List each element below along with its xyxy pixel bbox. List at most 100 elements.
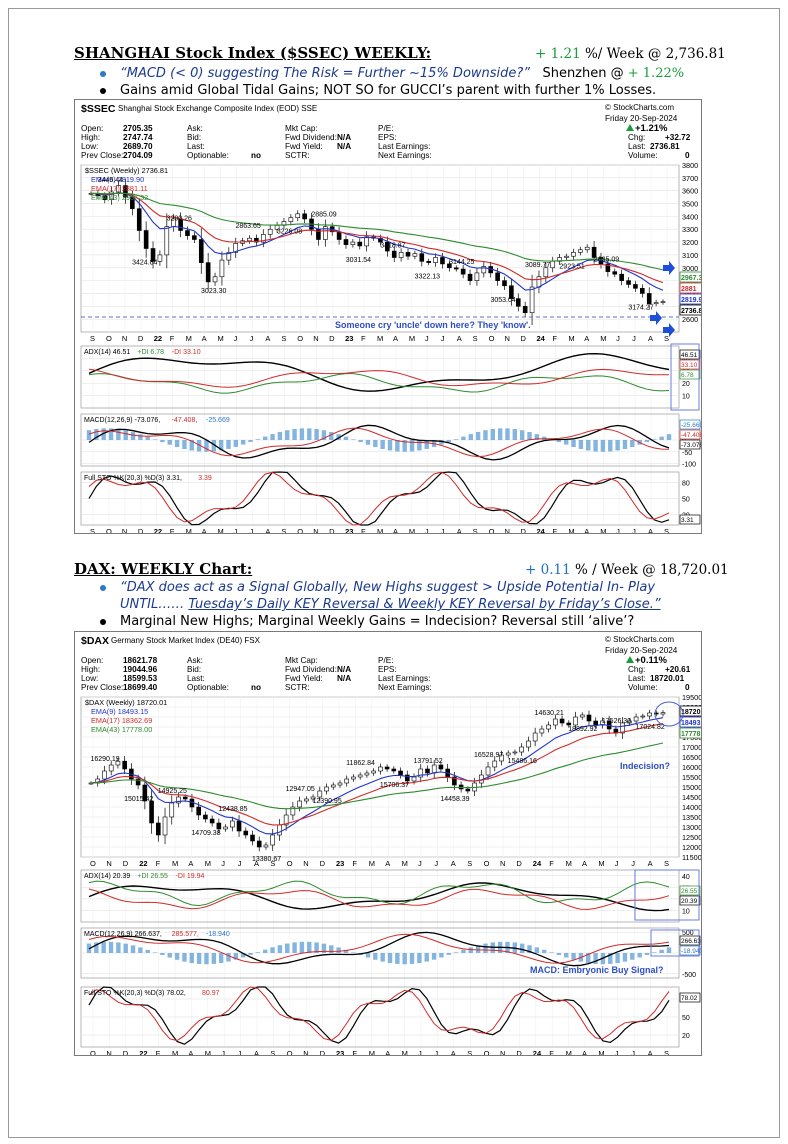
ema-17-line — [90, 192, 664, 284]
value-prev_close: 2704.09 — [123, 151, 153, 160]
label-fwd_yield: Fwd Yield: — [285, 674, 323, 683]
value-volume: 0 — [685, 151, 690, 160]
x-tick-label: N — [500, 1049, 505, 1055]
y-tick-label: 15000 — [682, 783, 701, 792]
candle-body — [385, 241, 390, 252]
label-sctr: SCTR: — [285, 151, 310, 160]
legend-ema17: EMA(17) 2881.11 — [91, 184, 148, 193]
macd-histogram-bar — [130, 945, 136, 953]
x-tick-label: 23 — [345, 527, 353, 533]
x-tick-label: J — [632, 334, 636, 343]
candle-body — [122, 760, 127, 770]
macd-histogram-bar — [666, 434, 672, 440]
label-bid: Bid: — [187, 133, 201, 142]
macd-histogram-bar — [167, 953, 172, 958]
macd-histogram-bar — [329, 945, 334, 953]
candle-body — [302, 213, 307, 220]
macd-histogram-bar — [218, 953, 224, 964]
x-tick-label: D — [329, 527, 335, 533]
label-next_earn: Next Earnings: — [378, 683, 432, 692]
candle-body — [591, 246, 597, 258]
y-tick-label: 3500 — [682, 200, 698, 209]
quote-change: +0.11% — [635, 655, 668, 666]
y-tick-label: 3800 — [682, 161, 698, 170]
x-tick-label: N — [505, 334, 510, 343]
x-tick-label: S — [664, 859, 669, 868]
x-tick-label: D — [516, 1049, 522, 1055]
candle-body — [135, 778, 141, 786]
x-tick-label: D — [521, 527, 527, 533]
candle-body — [495, 272, 500, 281]
x-tick-label: S — [473, 334, 478, 343]
x-tick-label: F — [156, 859, 161, 868]
peak-label: 3053.04 — [490, 297, 515, 304]
macd-histogram-bar — [395, 953, 400, 964]
legend-ema9: EMA(9) 2819.90 — [91, 175, 144, 184]
macd-histogram-bar — [94, 942, 99, 953]
value-low: 2689.70 — [123, 142, 153, 151]
macd-histogram-bar — [608, 440, 613, 452]
candle-body — [584, 246, 590, 251]
price-tag-label: 2819.90 — [681, 297, 701, 304]
y-tick-label: 14500 — [682, 793, 701, 802]
macd-histogram-bar — [314, 429, 319, 440]
peak-label: 12947.05 — [286, 786, 315, 793]
adx-panel — [80, 345, 680, 409]
annotation-indecision: Indecision? — [620, 761, 670, 771]
x-tick-label: J — [632, 527, 636, 533]
label-chg: Chg: — [628, 665, 645, 674]
candle-body — [192, 235, 197, 240]
price-tag-label: 17778.00 — [681, 731, 701, 738]
macd-histogram-bar — [497, 428, 503, 440]
highlight-circle — [654, 701, 684, 727]
candle-body — [391, 250, 397, 258]
x-tick-label: A — [648, 334, 653, 343]
candle-body — [467, 273, 473, 281]
candle-body — [196, 806, 201, 816]
chart-date: Friday 20-Sep-2024 — [605, 114, 678, 123]
macd-histogram-bar — [527, 945, 532, 953]
macd-histogram-bar — [622, 440, 628, 449]
sto-value-tag-label: 78.02 — [681, 995, 698, 1002]
macd-histogram-bar — [630, 953, 635, 960]
dax-bullet-1-line2: UNTIL…… Tuesday’s Daily KEY Reversal & W… — [120, 597, 661, 613]
candle-body — [411, 776, 417, 782]
candle-body — [398, 252, 404, 258]
value-high: 19044.96 — [123, 665, 158, 674]
sto-legend: 80.97 — [202, 990, 220, 997]
x-tick-label: M — [409, 527, 415, 533]
bullet-icon — [100, 618, 106, 625]
peak-label: 15706.37 — [380, 782, 409, 789]
macd-histogram-bar — [160, 953, 165, 956]
x-tick-label: 22 — [139, 859, 147, 868]
candle-body — [364, 772, 370, 776]
peak-label: 14925.25 — [158, 788, 187, 795]
candle-body — [297, 800, 302, 808]
candle-body — [295, 213, 301, 218]
macd-value-tag-label: 266.637 — [681, 938, 701, 945]
ema-9-line — [90, 192, 664, 291]
candle-body — [566, 722, 572, 726]
candle-body — [330, 784, 336, 788]
candle-body — [579, 714, 585, 718]
candle-body — [539, 728, 545, 734]
value-chg: +32.72 — [665, 133, 691, 142]
macd-histogram-bar — [248, 440, 253, 442]
legend-ema43: EMA(43) 17778.00 — [91, 725, 152, 734]
candle-body — [336, 231, 342, 240]
candle-body — [205, 262, 211, 283]
x-tick-label: N — [313, 334, 318, 343]
macd-histogram-bar — [622, 953, 628, 962]
y-tick-label: 15500 — [682, 773, 701, 782]
x-tick-label: J — [441, 334, 445, 343]
macd-histogram-bar — [116, 942, 121, 953]
macd-histogram-bar — [578, 440, 584, 449]
adx-value-tag-label: 26.55 — [681, 888, 698, 895]
adx-tick-label: 10 — [682, 908, 690, 915]
sto-line — [88, 986, 670, 1045]
candle-body — [391, 768, 397, 772]
label-last: Last: — [187, 142, 205, 151]
candle-body — [620, 722, 625, 734]
macd-histogram-bar — [468, 434, 473, 440]
macd-histogram-bar — [402, 953, 407, 965]
